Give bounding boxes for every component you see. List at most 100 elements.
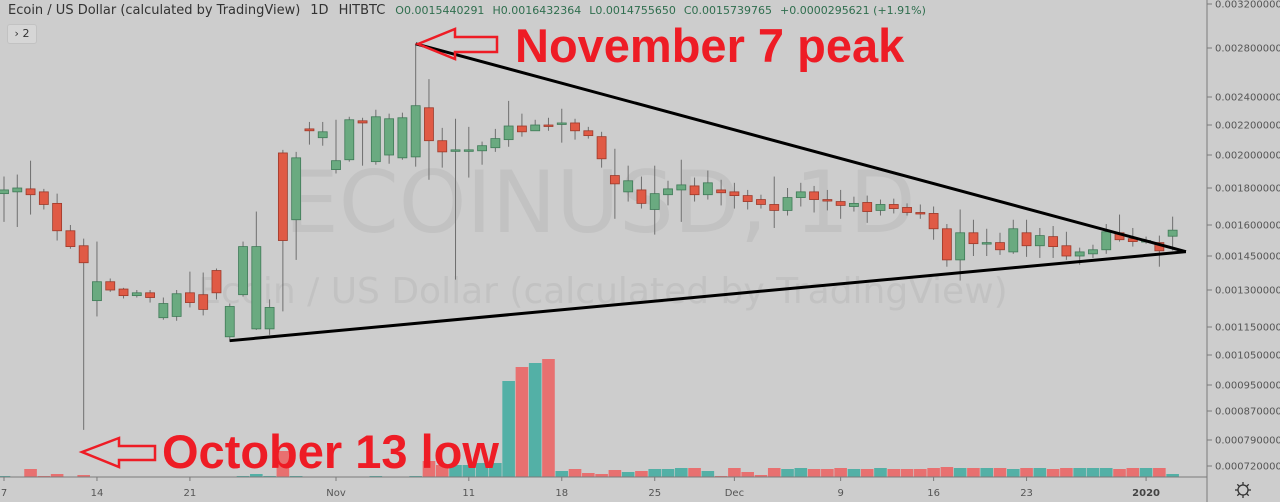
candle-body xyxy=(716,189,727,194)
volume-bar xyxy=(1073,468,1086,477)
candle xyxy=(331,119,341,174)
candle xyxy=(1008,219,1019,254)
candle xyxy=(105,278,116,292)
time-tick-label: 11 xyxy=(462,488,475,499)
legend-toggle-button[interactable]: › 2 xyxy=(7,24,37,44)
candle xyxy=(490,128,501,152)
time-axis[interactable]: 7 14 21 Nov 11 18 25 Dec 9 16 23 2020 xyxy=(1,477,1160,499)
candle-body xyxy=(729,191,740,196)
candle-body xyxy=(477,145,487,152)
candle xyxy=(609,148,620,219)
volume-bar xyxy=(834,468,847,477)
volume-bars xyxy=(0,359,1179,477)
candle xyxy=(517,113,527,137)
symbol-title[interactable]: Ecoin / US Dollar (calculated by Trading… xyxy=(8,3,301,18)
candle-body xyxy=(357,120,368,124)
candle xyxy=(822,189,833,211)
candle-body xyxy=(331,160,341,170)
candle-body xyxy=(530,124,541,132)
candle-body xyxy=(702,182,713,196)
candle xyxy=(769,176,780,228)
candle xyxy=(795,182,806,207)
candle xyxy=(38,188,49,210)
candle-body xyxy=(902,207,912,213)
volume-bar xyxy=(555,471,569,477)
volume-bar xyxy=(1126,468,1140,477)
settings-button[interactable] xyxy=(1235,482,1251,498)
candle xyxy=(65,225,76,249)
annotation-october-low: October 13 low xyxy=(162,425,499,478)
candle xyxy=(915,204,926,219)
candle-body xyxy=(862,202,873,212)
volume-bar xyxy=(1139,468,1153,477)
volume-bar xyxy=(475,463,489,477)
candle xyxy=(450,118,461,280)
candle-body xyxy=(78,245,89,264)
candle-body xyxy=(158,303,169,319)
candle xyxy=(636,176,647,209)
time-tick-label: Dec xyxy=(725,488,744,499)
volume-bar xyxy=(77,475,90,477)
volume-bar xyxy=(462,465,476,477)
volume-bar xyxy=(927,468,940,477)
candle-body xyxy=(277,152,288,241)
candle-body xyxy=(609,175,620,185)
candle-body xyxy=(583,130,594,137)
candle xyxy=(968,219,979,256)
candle-body xyxy=(251,246,262,330)
candle-body xyxy=(981,242,992,245)
candle-body xyxy=(384,118,395,156)
chart-header: Ecoin / US Dollar (calculated by Trading… xyxy=(8,3,926,18)
candle-body xyxy=(556,122,567,125)
open-value: O0.0015440291 xyxy=(395,4,485,17)
candle xyxy=(663,180,673,206)
candle-body xyxy=(118,288,129,297)
volume-bar xyxy=(860,469,874,477)
candle xyxy=(981,228,992,256)
volume-bar xyxy=(847,469,861,477)
volume-bar xyxy=(821,469,834,477)
candle xyxy=(344,116,355,162)
candle xyxy=(424,79,434,180)
volume-bar xyxy=(967,468,980,477)
volume-bar xyxy=(993,468,1007,477)
candle xyxy=(277,149,288,312)
candle-body xyxy=(397,117,408,159)
candle-body xyxy=(463,149,474,152)
candle-body xyxy=(835,201,846,206)
candle-body xyxy=(1167,229,1178,237)
volume-bar xyxy=(940,467,954,477)
trendline[interactable] xyxy=(415,42,1187,254)
trendline[interactable] xyxy=(229,250,1187,343)
volume-bar xyxy=(807,469,821,477)
volume-bar xyxy=(528,363,542,477)
candle xyxy=(1167,216,1178,251)
candle-body xyxy=(689,185,700,196)
volume-bar xyxy=(701,471,715,477)
volume-bar xyxy=(980,468,994,477)
candle xyxy=(556,108,567,143)
candle xyxy=(357,117,368,166)
exchange: HITBTC xyxy=(338,3,386,18)
candle-body xyxy=(570,122,580,132)
volume-bar xyxy=(24,469,37,477)
candle xyxy=(941,224,952,267)
arrow-left-icon xyxy=(414,27,499,61)
volume-bar xyxy=(515,367,529,477)
watermark-symbol: ECOINUSD, 1D xyxy=(284,153,915,253)
candle-body xyxy=(888,204,899,209)
candle xyxy=(291,151,302,260)
candle-body xyxy=(224,306,235,338)
annotation-november-peak: November 7 peak xyxy=(515,19,905,72)
candle-body xyxy=(782,197,793,211)
trendlines[interactable] xyxy=(229,42,1187,343)
